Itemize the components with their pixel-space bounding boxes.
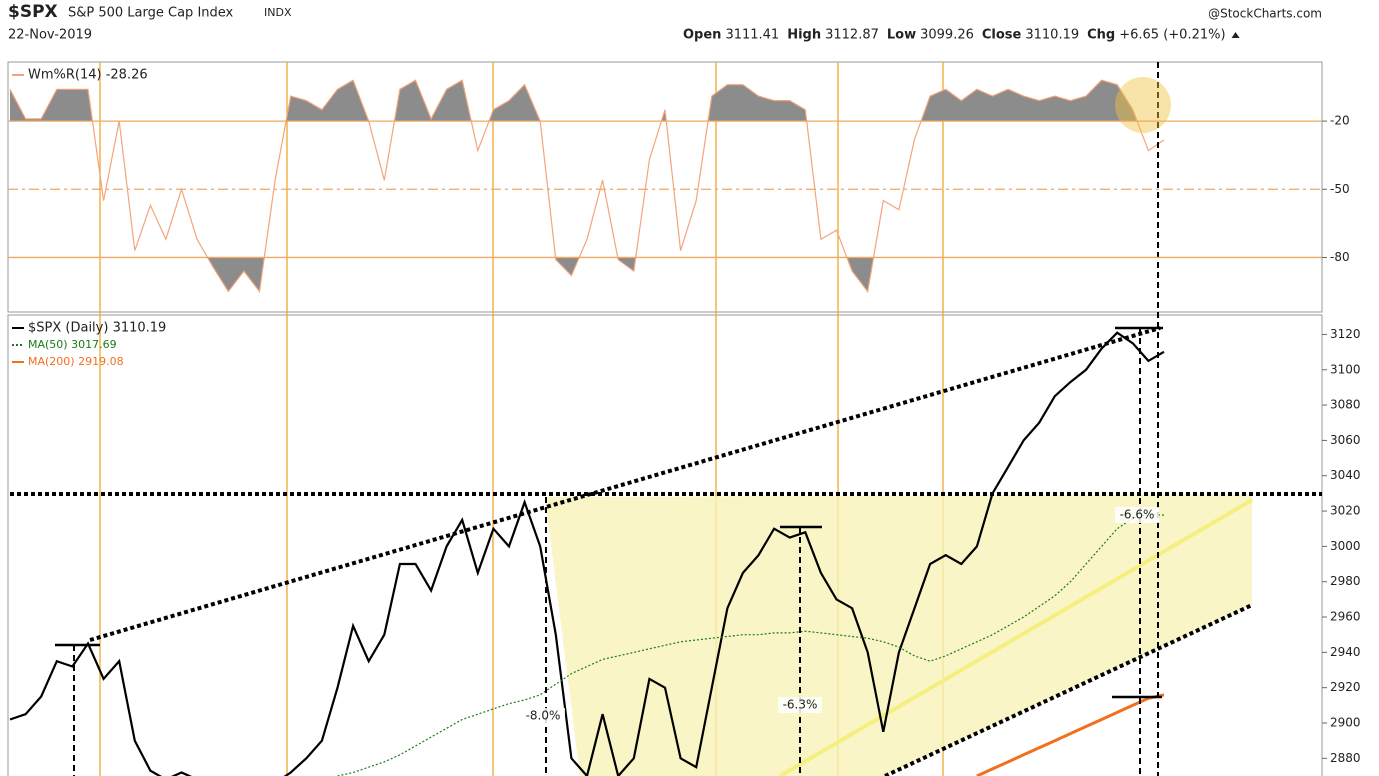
annotation: -6.3% bbox=[783, 698, 818, 712]
overlays bbox=[545, 494, 1254, 776]
y-tick-label: 3060 bbox=[1330, 433, 1361, 447]
y-tick-label: 3040 bbox=[1330, 468, 1361, 482]
y-tick-label: 2940 bbox=[1330, 645, 1361, 659]
date: 22-Nov-2019 bbox=[8, 28, 92, 43]
quote-value: 3099.26 bbox=[920, 28, 974, 43]
exchange: INDX bbox=[264, 6, 292, 19]
quote-label: Open bbox=[683, 28, 721, 43]
annotation-bg bbox=[778, 697, 822, 713]
quote-label: High bbox=[787, 28, 821, 43]
annotation: -8.0% bbox=[526, 709, 561, 723]
legend-label: Wm%R(14) -28.26 bbox=[28, 68, 148, 83]
series-line bbox=[9, 79, 1165, 294]
overbought-fill bbox=[10, 80, 1164, 122]
quote-value: +6.65 (+0.21%) bbox=[1119, 28, 1225, 43]
series-line bbox=[9, 331, 1165, 776]
y-tick-label: 3020 bbox=[1330, 504, 1361, 518]
series-line bbox=[334, 513, 1165, 776]
peak-markers bbox=[55, 326, 1163, 699]
symbol: $SPX bbox=[8, 2, 58, 22]
panel-frame bbox=[7, 314, 1323, 776]
series-line bbox=[976, 693, 1165, 776]
quote-value: 3110.19 bbox=[1025, 28, 1079, 43]
quote-label: Close bbox=[982, 28, 1022, 43]
trend-lines bbox=[10, 326, 1322, 776]
legend-label: MA(200) 2919.08 bbox=[28, 355, 124, 368]
y-tick-label: 3080 bbox=[1330, 398, 1361, 412]
y-tick-label: 2960 bbox=[1330, 610, 1361, 624]
y-tick-label: -80 bbox=[1330, 250, 1350, 264]
y-tick-label: -50 bbox=[1330, 182, 1350, 196]
y-tick-label: -20 bbox=[1330, 114, 1350, 128]
y-tick-label: 2980 bbox=[1330, 574, 1361, 588]
panel-frame bbox=[7, 61, 1323, 313]
legend-label: MA(50) 3017.69 bbox=[28, 338, 117, 351]
quote-label: Low bbox=[887, 28, 916, 43]
y-tick-label: 3120 bbox=[1330, 327, 1361, 341]
y-tick-label: 2900 bbox=[1330, 716, 1361, 730]
index-name: S&P 500 Large Cap Index bbox=[68, 6, 234, 21]
annotation-bg bbox=[521, 708, 565, 724]
quote-value: 3112.87 bbox=[825, 28, 879, 43]
legend-label: $SPX (Daily) 3110.19 bbox=[28, 321, 166, 336]
drop-lines bbox=[73, 62, 1159, 776]
y-tick-label: 2880 bbox=[1330, 751, 1361, 765]
source: @StockCharts.com bbox=[1208, 7, 1322, 21]
quote-label: Chg bbox=[1087, 28, 1115, 43]
y-tick-label: 3000 bbox=[1330, 539, 1361, 553]
quote-value: 3111.41 bbox=[725, 28, 779, 43]
plot bbox=[9, 331, 1165, 776]
annotation-bg bbox=[1115, 507, 1159, 523]
plot bbox=[9, 79, 1165, 294]
y-tick-label: 3100 bbox=[1330, 362, 1361, 376]
up-arrow bbox=[1231, 32, 1240, 38]
highlight bbox=[1115, 77, 1171, 133]
y-tick-label: 2920 bbox=[1330, 680, 1361, 694]
annotation: -6.6% bbox=[1120, 508, 1155, 522]
